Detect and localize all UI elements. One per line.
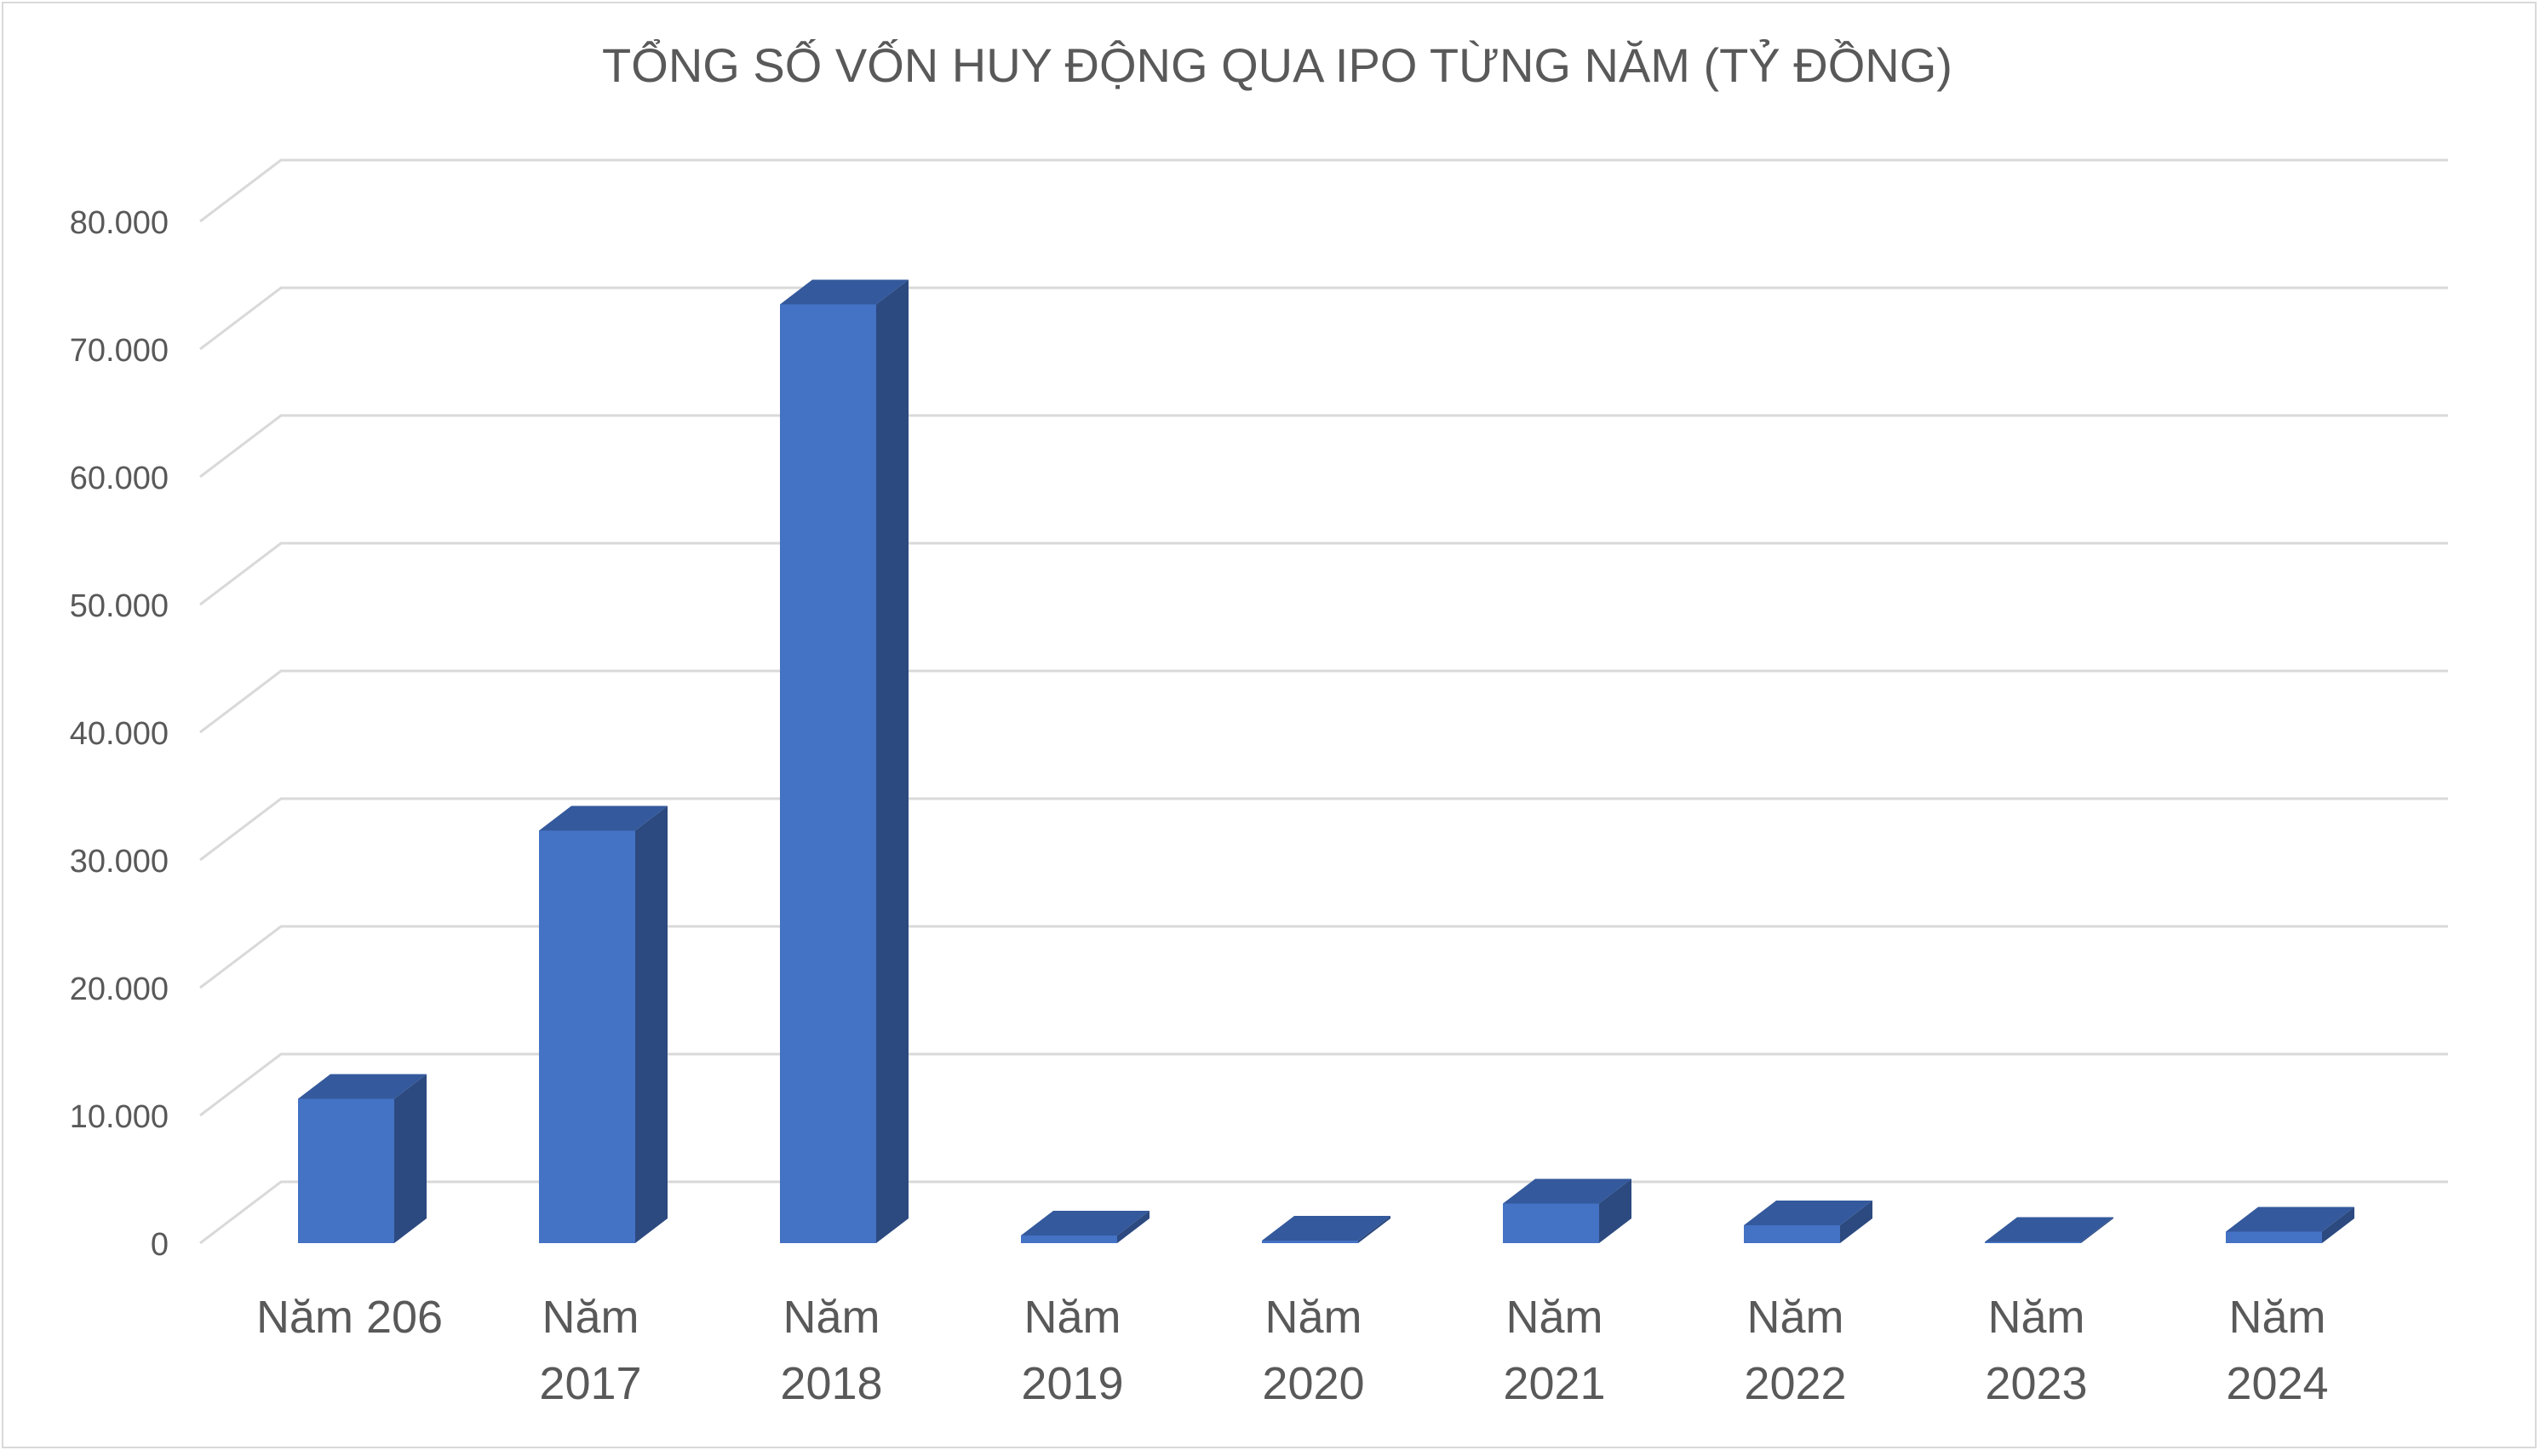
- chart-title: TỔNG SỐ VỐN HUY ĐỘNG QUA IPO TỪNG NĂM (T…: [602, 38, 1952, 92]
- gridline: [199, 286, 2448, 351]
- x-tick-label: Năm 2023: [1985, 1292, 2087, 1409]
- y-tick-label: 30.000: [70, 844, 169, 880]
- bar: [1985, 1217, 2113, 1243]
- x-tick-label: Năm 2017: [539, 1292, 641, 1409]
- gridline: [199, 542, 2448, 606]
- bar-front: [1503, 1203, 1599, 1243]
- bar: [1262, 1216, 1390, 1243]
- bar: [298, 1074, 427, 1243]
- bar: [1503, 1178, 1631, 1243]
- gridline: [199, 1180, 2448, 1245]
- x-tick-label: Năm 2024: [2226, 1292, 2328, 1409]
- gridline: [199, 414, 2448, 479]
- y-tick-label: 60.000: [70, 461, 169, 496]
- bar: [2226, 1207, 2354, 1243]
- bar-top: [1021, 1211, 1150, 1235]
- x-tick-label: Năm 2022: [1744, 1292, 1846, 1409]
- bar-side: [1599, 1178, 1631, 1243]
- bar-front: [1744, 1225, 1840, 1243]
- bar-top: [539, 805, 668, 831]
- x-tick-label: Năm 2019: [1021, 1292, 1123, 1409]
- gridline: [199, 925, 2448, 989]
- bars: [298, 279, 2354, 1243]
- gridlines: [199, 158, 2448, 1245]
- bar-side: [2081, 1217, 2113, 1243]
- bar: [539, 805, 668, 1243]
- x-tick-label: Năm 2021: [1503, 1292, 1605, 1409]
- gridline: [199, 1052, 2448, 1117]
- y-tick-label: 0: [151, 1227, 169, 1263]
- gridline: [199, 158, 2448, 223]
- bar-front: [780, 304, 876, 1243]
- gridline: [199, 797, 2448, 862]
- y-tick-label: 50.000: [70, 588, 169, 624]
- bar-front: [298, 1098, 394, 1243]
- bar-front: [539, 830, 635, 1243]
- bar-top: [1262, 1216, 1390, 1241]
- y-axis-ticks: 0 10.000 20.000 30.000 40.000 50.000 60.000 70.…: [70, 205, 169, 1263]
- bar-top: [1744, 1201, 1872, 1225]
- bar: [1021, 1211, 1150, 1243]
- bar-side: [1117, 1211, 1150, 1243]
- bar-top: [1985, 1217, 2113, 1242]
- bar-side: [1840, 1201, 1872, 1243]
- x-tick-label: Năm 2018: [780, 1292, 882, 1409]
- bar-side: [635, 805, 668, 1243]
- bar-side: [2322, 1207, 2354, 1243]
- bar-top: [298, 1074, 427, 1099]
- gridline: [199, 669, 2448, 734]
- bar-side: [1358, 1216, 1390, 1243]
- bar-front: [1021, 1235, 1117, 1243]
- bar-side: [876, 279, 909, 1243]
- x-tick-label: Năm 2020: [1262, 1292, 1364, 1409]
- y-tick-label: 20.000: [70, 972, 169, 1007]
- bar: [780, 279, 909, 1243]
- bar-side: [394, 1074, 427, 1243]
- bar-top: [2226, 1207, 2354, 1232]
- bar-top: [780, 279, 909, 305]
- y-tick-label: 40.000: [70, 716, 169, 752]
- y-tick-label: 10.000: [70, 1099, 169, 1135]
- y-tick-label: 70.000: [70, 333, 169, 369]
- bar-front: [1985, 1241, 2081, 1243]
- y-tick-label: 80.000: [70, 205, 169, 241]
- bar: [1744, 1201, 1872, 1243]
- bar-top: [1503, 1178, 1631, 1204]
- bar-front: [1262, 1241, 1358, 1243]
- bar-front: [2226, 1231, 2322, 1243]
- x-axis-ticks: Năm 206 Năm 2017 Năm 2018 Năm 2019 Năm 2020 Năm 20…: [256, 1292, 2329, 1409]
- x-tick-label: Năm 206: [256, 1292, 443, 1343]
